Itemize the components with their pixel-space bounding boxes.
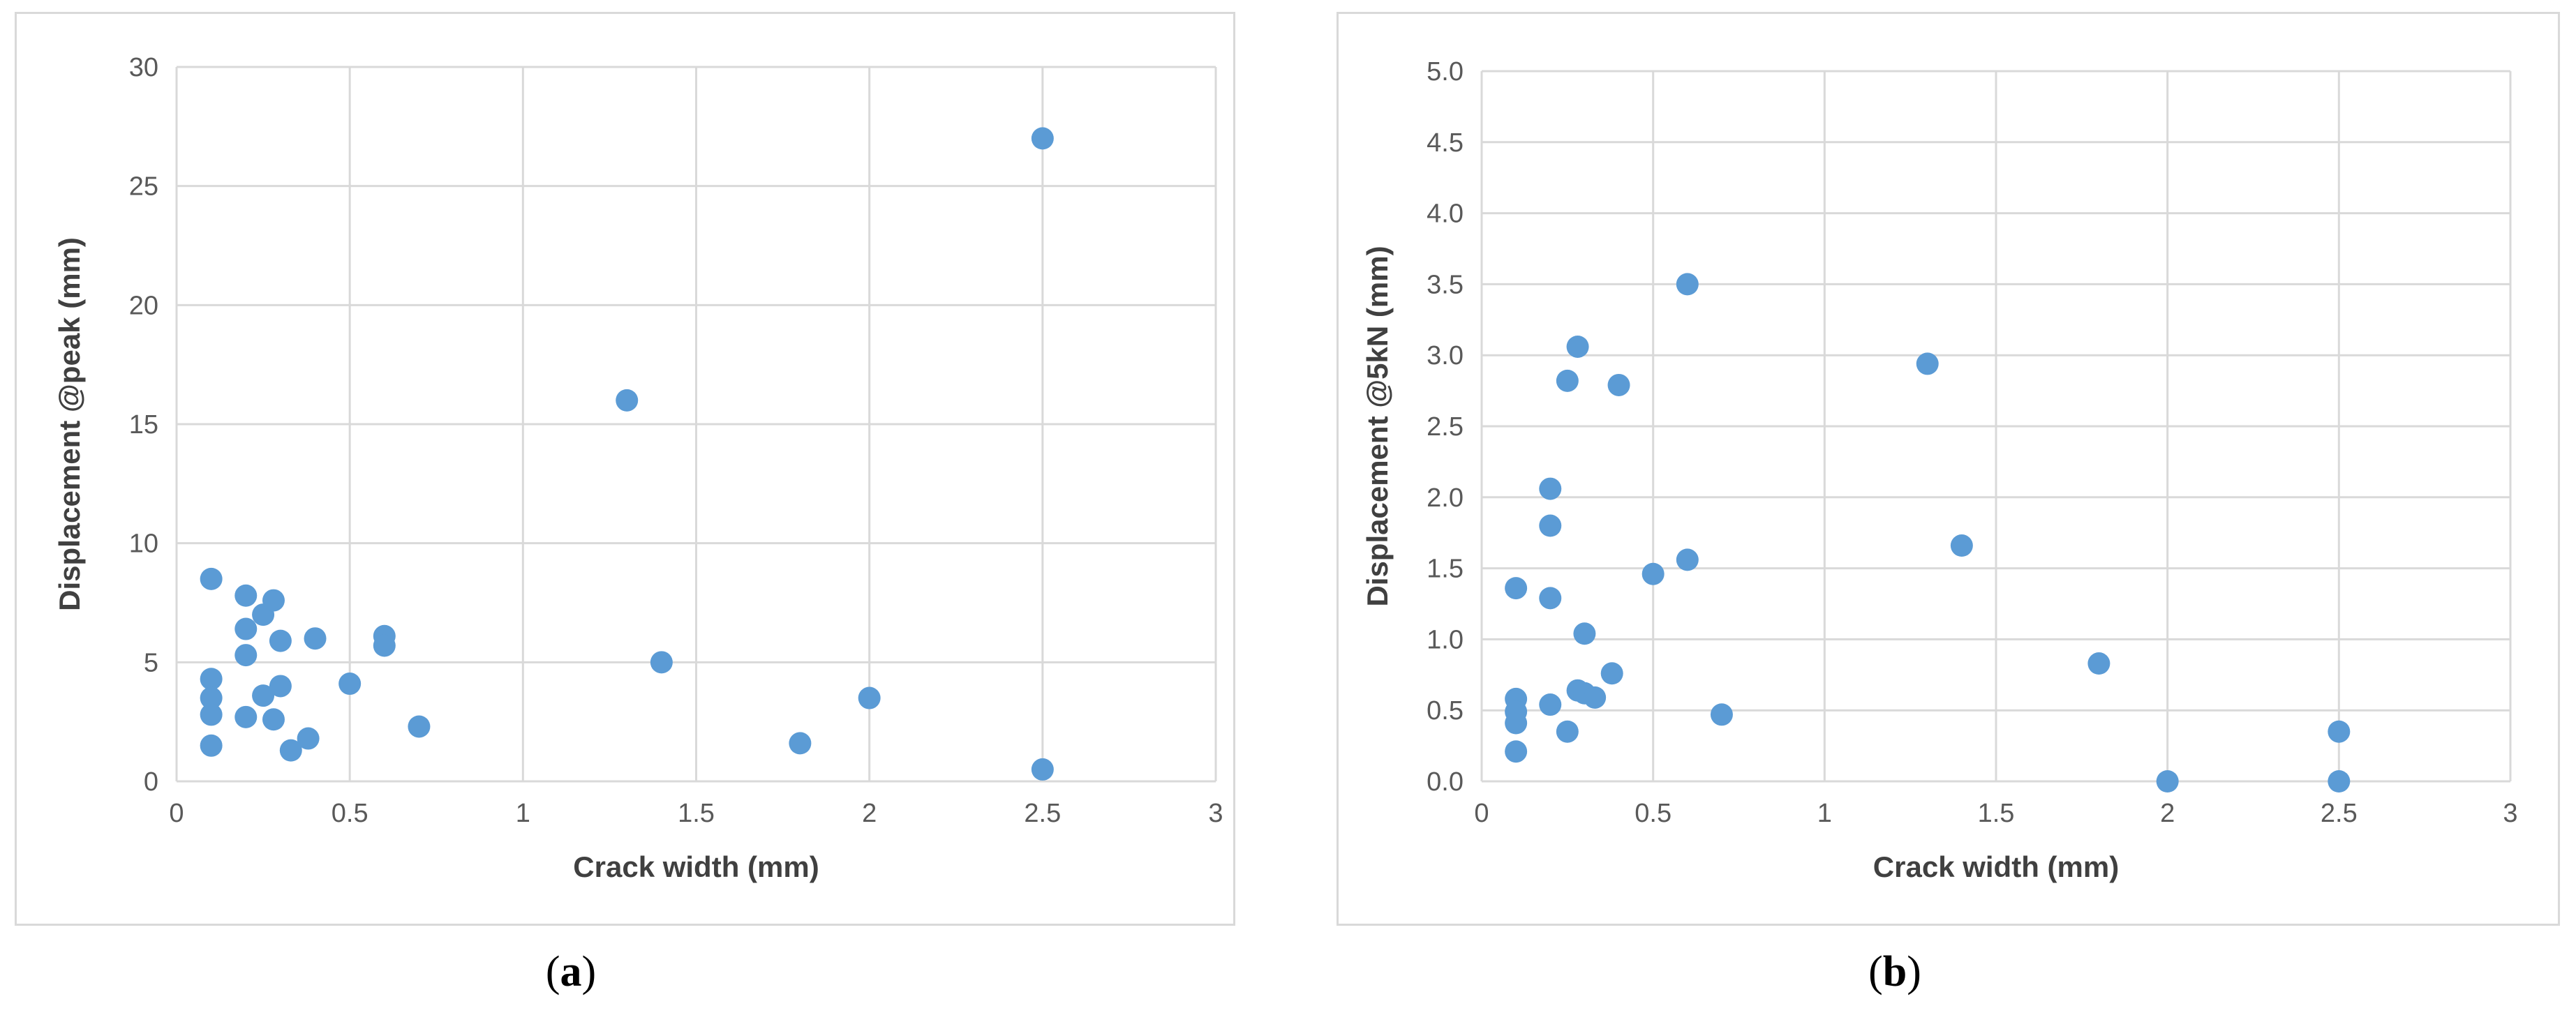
x-tick-label: 1.5 — [678, 799, 715, 828]
y-tick-label: 25 — [129, 172, 158, 202]
data-point — [1710, 703, 1733, 726]
x-axis-title: Crack width (mm) — [1873, 850, 2119, 883]
data-point — [1676, 548, 1699, 571]
data-point — [650, 651, 673, 674]
data-point — [297, 727, 320, 750]
data-point — [252, 684, 275, 707]
data-point — [234, 617, 258, 640]
data-point — [1600, 662, 1623, 685]
y-tick-label: 4.5 — [1427, 128, 1464, 158]
data-point — [858, 686, 881, 709]
data-point — [408, 715, 431, 738]
y-tick-label: 1.5 — [1427, 555, 1464, 584]
x-tick-label: 2.5 — [1024, 799, 1061, 828]
data-point — [2328, 770, 2351, 793]
data-point — [234, 584, 258, 607]
data-point — [373, 634, 396, 657]
data-point — [2087, 652, 2110, 675]
data-point — [200, 668, 223, 691]
x-tick-label: 1.5 — [1978, 799, 2015, 828]
x-tick-label: 1 — [516, 799, 530, 828]
data-point — [1539, 587, 1562, 610]
y-axis-title: Displacement @peak (mm) — [53, 237, 86, 611]
data-point — [1584, 686, 1607, 709]
y-axis-title: Displacement @5kN (mm) — [1361, 246, 1394, 606]
data-point — [1573, 622, 1596, 645]
data-point — [1556, 720, 1579, 743]
y-tick-label: 4.0 — [1427, 200, 1464, 229]
data-point — [200, 686, 223, 709]
x-tick-label: 0.5 — [1635, 799, 1672, 828]
y-tick-label: 2.5 — [1427, 412, 1464, 442]
data-point — [1539, 477, 1562, 500]
x-tick-label: 3 — [2503, 799, 2517, 828]
y-tick-label: 2.0 — [1427, 483, 1464, 513]
data-point — [234, 644, 258, 667]
data-point — [304, 627, 327, 650]
data-point — [338, 673, 362, 696]
data-point — [269, 629, 292, 652]
y-tick-label: 15 — [129, 410, 158, 440]
chart-panel-b: 0 0.5 1 1.5 2 2.5 3 0.0 0.5 1.0 1.5 2.0 2.5 3.0 3.5 4.0… — [1337, 12, 2560, 926]
y-tick-label: 0.5 — [1427, 696, 1464, 726]
x-tick-label: 0 — [169, 799, 184, 828]
y-tick-label: 20 — [129, 291, 158, 320]
caption-b-label: b — [1882, 948, 1907, 996]
data-point — [1556, 369, 1579, 392]
y-tick-label: 0 — [144, 767, 158, 797]
y-tick-label: 1.0 — [1427, 625, 1464, 654]
data-point — [262, 589, 285, 612]
data-point — [2156, 770, 2179, 793]
x-axis-title: Crack width (mm) — [573, 850, 819, 883]
y-tick-label: 5.0 — [1427, 57, 1464, 87]
y-tick-label: 3.5 — [1427, 270, 1464, 299]
data-point — [1641, 562, 1665, 585]
data-point — [1566, 335, 1589, 358]
caption-a: (a) — [545, 948, 597, 996]
caption-b: (b) — [1868, 948, 1921, 996]
x-tick-label: 2 — [862, 799, 877, 828]
y-tick-label: 0.0 — [1427, 767, 1464, 797]
data-point — [1916, 352, 1939, 375]
data-point — [1505, 712, 1528, 735]
y-tick-label: 10 — [129, 529, 158, 559]
x-tick-label: 0.5 — [332, 799, 368, 828]
x-tick-label: 3 — [1208, 799, 1223, 828]
data-point — [269, 675, 292, 698]
data-point — [2328, 720, 2351, 743]
chart-panel-a: 0 0.5 1 1.5 2 2.5 3 0 5 10 15 20 25 30 Crack width (mm… — [15, 12, 1235, 926]
data-point — [1539, 514, 1562, 537]
y-tick-label: 5 — [144, 648, 158, 677]
data-point — [1505, 577, 1528, 600]
caption-a-label: a — [560, 948, 582, 996]
y-tick-label: 3.0 — [1427, 341, 1464, 370]
scatter-chart-b: 0 0.5 1 1.5 2 2.5 3 0.0 0.5 1.0 1.5 2.0 2.5 3.0 3.5 4.0… — [1361, 57, 2518, 883]
data-point — [262, 708, 285, 731]
data-point — [1607, 373, 1630, 396]
data-point — [200, 703, 223, 726]
x-tick-label: 2 — [2160, 799, 2175, 828]
data-point — [200, 567, 223, 590]
data-point — [1031, 127, 1054, 150]
x-tick-label: 2.5 — [2321, 799, 2358, 828]
data-point — [279, 739, 302, 762]
x-tick-label: 0 — [1474, 799, 1489, 828]
data-point — [1676, 273, 1699, 296]
data-point — [1505, 740, 1528, 763]
data-point — [789, 732, 812, 755]
y-tick-label: 30 — [129, 53, 158, 82]
data-point — [616, 389, 639, 412]
x-tick-label: 1 — [1817, 799, 1832, 828]
data-point — [200, 734, 223, 757]
data-point — [1539, 693, 1562, 716]
data-point — [1950, 534, 1973, 557]
data-point — [234, 705, 258, 728]
data-point — [1031, 758, 1054, 781]
